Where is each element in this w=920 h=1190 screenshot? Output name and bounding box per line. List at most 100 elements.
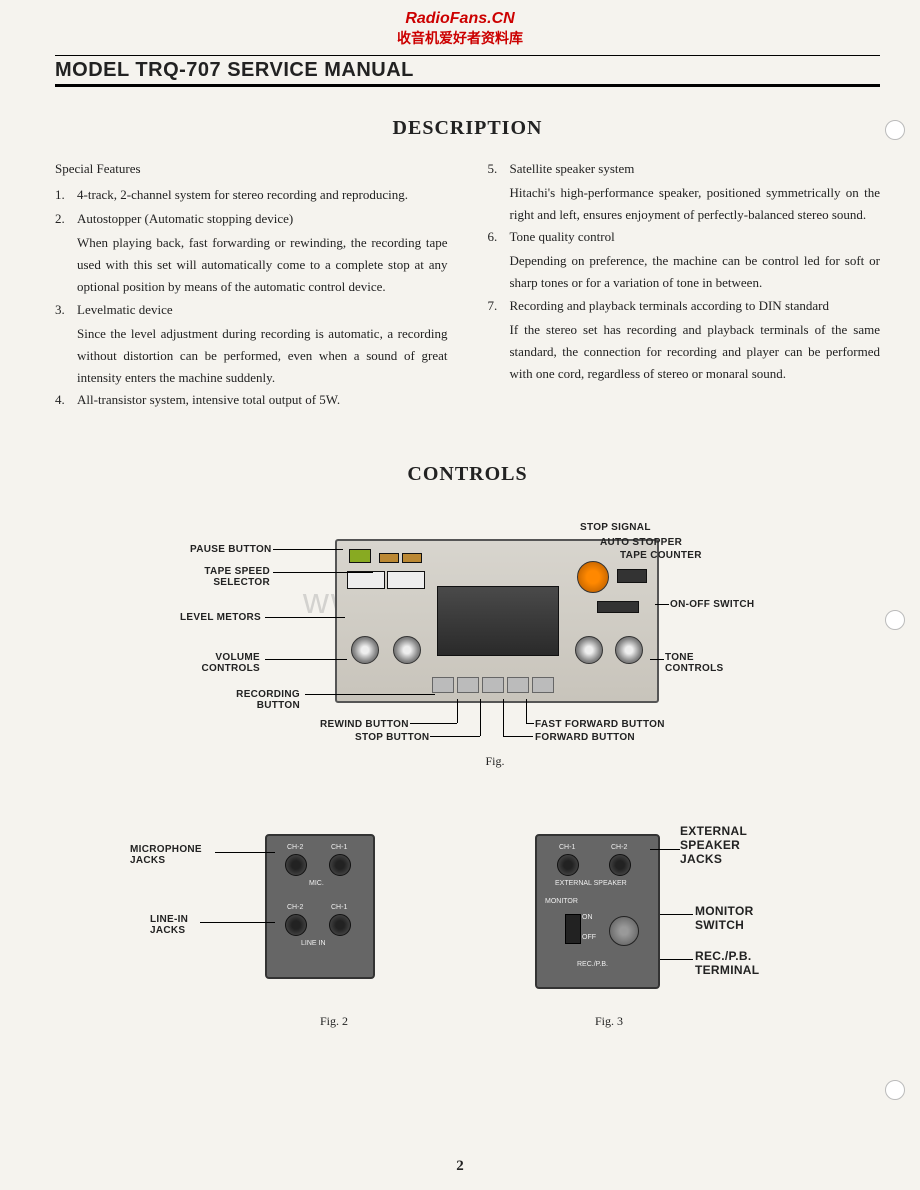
- feature-num: 1.: [55, 184, 77, 206]
- label-recording: RECORDING BUTTON: [220, 689, 300, 711]
- feature-title: Satellite speaker system: [510, 158, 881, 180]
- watermark-line1: RadioFans.CN: [397, 10, 523, 28]
- controls-diagram: PAUSE BUTTON TAPE SPEED SELECTOR LEVEL M…: [55, 504, 880, 804]
- leader-line: [410, 723, 457, 724]
- section-description-title: DESCRIPTION: [55, 117, 880, 140]
- forward-btn: [507, 677, 529, 693]
- header-bar: MODEL TRQ-707 SERVICE MANUAL: [55, 55, 880, 87]
- volume-knob: [351, 636, 379, 664]
- ch-label: CH-1: [331, 904, 347, 911]
- feature-num: 7.: [488, 295, 510, 317]
- line-in-jack: [285, 914, 307, 936]
- label-tape-counter: TAPE COUNTER: [620, 550, 702, 561]
- power-switch: [597, 601, 639, 613]
- page: RadioFans.CN 收音机爱好者资料库 MODEL TRQ-707 SER…: [0, 0, 920, 1190]
- jack-panel-left: CH-2 CH-1 MIC. CH-2 CH-1 LINE IN: [265, 834, 375, 979]
- feature-body: When playing back, fast forwarding or re…: [77, 232, 448, 298]
- level-meter: [387, 571, 425, 589]
- feature-4: 4. All-transistor system, intensive tota…: [55, 389, 448, 411]
- tone-knob: [615, 636, 643, 664]
- stop-signal-light: [577, 561, 609, 593]
- leader-line: [273, 572, 373, 573]
- label-tape-speed: TAPE SPEED SELECTOR: [190, 566, 270, 588]
- leader-line: [480, 699, 481, 736]
- label-tone: TONE CONTROLS: [665, 652, 735, 674]
- leader-line: [273, 549, 343, 550]
- transport-buttons: [432, 677, 554, 693]
- off-label: OFF: [582, 934, 596, 941]
- fig3-label: Fig. 3: [595, 1014, 623, 1029]
- leader-line: [200, 922, 275, 923]
- label-stop: STOP BUTTON: [355, 732, 429, 743]
- device-front-panel: [335, 539, 659, 703]
- feature-body: Hitachi's high-performance speaker, posi…: [510, 182, 881, 226]
- left-column: Special Features 1. 4-track, 2-channel s…: [55, 158, 448, 413]
- label-ext-speaker: EXTERNAL SPEAKER JACKS: [680, 824, 770, 866]
- feature-title: Levelmatic device: [77, 299, 448, 321]
- label-rewind: REWIND BUTTON: [320, 719, 409, 730]
- fig1-label: Fig.: [485, 754, 504, 769]
- label-rec-pb: REC./P.B. TERMINAL: [695, 949, 775, 977]
- right-column: 5. Satellite speaker system Hitachi's hi…: [488, 158, 881, 413]
- level-meter: [347, 571, 385, 589]
- leader-line: [526, 723, 534, 724]
- feature-num: 3.: [55, 299, 77, 321]
- monitor-switch: [565, 914, 581, 944]
- punch-hole: [885, 610, 905, 630]
- leader-line: [650, 659, 664, 660]
- jacks-diagram: CH-2 CH-1 MIC. CH-2 CH-1 LINE IN MICROPH…: [55, 814, 880, 1064]
- leader-line: [430, 736, 480, 737]
- label-auto-stopper: AUTO STOPPER: [600, 537, 682, 548]
- leader-line: [503, 699, 504, 736]
- label-stop-signal: STOP SIGNAL: [580, 522, 651, 533]
- mic-jack: [285, 854, 307, 876]
- ext-label: EXTERNAL SPEAKER: [555, 880, 627, 887]
- tone-knob: [575, 636, 603, 664]
- feature-body: If the stereo set has recording and play…: [510, 319, 881, 385]
- tape-counter: [617, 569, 647, 583]
- label-mic-jacks: MICROPHONE JACKS: [130, 844, 230, 866]
- leader-line: [655, 604, 669, 605]
- ch-label: CH-2: [611, 844, 627, 851]
- leader-line: [526, 699, 527, 723]
- header-title: MODEL TRQ-707 SERVICE MANUAL: [55, 59, 880, 82]
- fig2-label: Fig. 2: [320, 1014, 348, 1029]
- label-forward: FORWARD BUTTON: [535, 732, 635, 743]
- rec-label: REC./P.B.: [577, 961, 608, 968]
- feature-title: Tone quality control: [510, 226, 881, 248]
- speed-switch: [379, 553, 399, 563]
- feature-num: 2.: [55, 208, 77, 230]
- ch-label: CH-2: [287, 904, 303, 911]
- leader-line: [215, 852, 275, 853]
- description-columns: Special Features 1. 4-track, 2-channel s…: [55, 158, 880, 413]
- leader-line: [650, 849, 680, 850]
- speaker-jack: [609, 854, 631, 876]
- monitor-label: MONITOR: [545, 898, 578, 905]
- label-pause: PAUSE BUTTON: [190, 544, 272, 555]
- stop-btn: [482, 677, 504, 693]
- feature-7: 7. Recording and playback terminals acco…: [488, 295, 881, 317]
- feature-num: 6.: [488, 226, 510, 248]
- linein-label: LINE IN: [301, 940, 326, 947]
- leader-line: [265, 617, 345, 618]
- leader-line: [457, 699, 458, 723]
- label-volume: VOLUME CONTROLS: [190, 652, 260, 674]
- page-number: 2: [456, 1158, 464, 1175]
- on-label: ON: [582, 914, 593, 921]
- feature-body: Since the level adjustment during record…: [77, 323, 448, 389]
- watermark-top: RadioFans.CN 收音机爱好者资料库: [397, 10, 523, 48]
- leader-line: [503, 736, 533, 737]
- feature-3: 3. Levelmatic device: [55, 299, 448, 321]
- label-ff: FAST FORWARD BUTTON: [535, 719, 665, 730]
- rewind-btn: [457, 677, 479, 693]
- feature-num: 5.: [488, 158, 510, 180]
- features-heading: Special Features: [55, 158, 448, 180]
- feature-title: 4-track, 2-channel system for stereo rec…: [77, 184, 448, 206]
- punch-hole: [885, 120, 905, 140]
- speed-switch: [402, 553, 422, 563]
- feature-6: 6. Tone quality control: [488, 226, 881, 248]
- feature-title: Autostopper (Automatic stopping device): [77, 208, 448, 230]
- speaker-jack: [557, 854, 579, 876]
- punch-hole: [885, 1080, 905, 1100]
- ff-btn: [532, 677, 554, 693]
